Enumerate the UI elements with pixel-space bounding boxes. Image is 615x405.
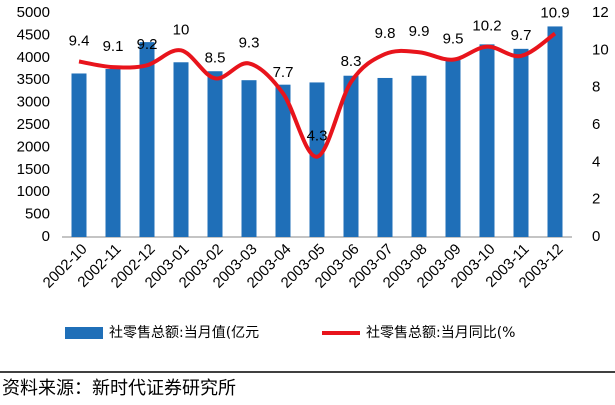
y-tick-label: 1000 <box>17 183 50 200</box>
y-tick-label: 0 <box>42 228 50 245</box>
data-label: 10 <box>173 21 190 38</box>
bar <box>377 77 393 238</box>
bar <box>105 69 121 237</box>
data-label: 10.9 <box>540 5 569 22</box>
data-label: 9.4 <box>69 33 90 50</box>
data-label: 9.9 <box>409 23 430 40</box>
data-label: 10.2 <box>472 18 501 35</box>
source: 资料来源：新时代证券研究所 <box>2 378 236 399</box>
data-label: 9.7 <box>511 27 532 44</box>
bar <box>343 75 359 237</box>
data-label: 9.5 <box>443 31 464 48</box>
y-tick-label: 2500 <box>17 116 50 133</box>
data-label: 7.7 <box>273 64 294 81</box>
data-label: 8.3 <box>341 53 362 70</box>
y-tick-label: 3000 <box>17 94 50 111</box>
y-tick-label: 5000 <box>17 4 50 21</box>
data-label: 9.8 <box>375 25 396 42</box>
data-label: 9.1 <box>103 38 124 55</box>
legend-label: 社零售总额:当月同比(% <box>366 325 515 341</box>
y2-tick-label: 4 <box>592 153 600 170</box>
bar <box>547 26 563 237</box>
bar <box>309 82 325 237</box>
bar <box>173 62 189 237</box>
y2-tick-label: 12 <box>592 4 609 21</box>
bar <box>71 73 87 237</box>
line <box>78 31 557 159</box>
y-tick-label: 4500 <box>17 26 50 43</box>
bar <box>411 75 427 237</box>
bar <box>513 48 529 238</box>
y2-tick-label: 10 <box>592 41 609 58</box>
data-label: 4.3 <box>307 128 328 145</box>
y-tick-label: 1500 <box>17 161 50 178</box>
y2-tick-label: 6 <box>592 116 600 133</box>
data-label: 8.5 <box>205 49 226 66</box>
data-label: 9.2 <box>137 36 158 53</box>
y2-tick-label: 2 <box>592 191 600 208</box>
data-label: 9.3 <box>239 34 260 51</box>
y2-tick-label: 8 <box>592 79 600 96</box>
y-tick-label: 2000 <box>17 138 50 155</box>
legend-label: 社零售总额:当月值(亿元 <box>109 325 259 341</box>
y-tick-label: 4000 <box>17 49 50 66</box>
legend-swatch <box>65 327 103 339</box>
y2-tick-label: 0 <box>592 228 600 245</box>
bar <box>241 80 257 237</box>
bar <box>139 42 155 238</box>
bar <box>275 84 291 238</box>
y-tick-label: 3500 <box>17 71 50 88</box>
bar <box>445 60 461 237</box>
bar <box>207 71 223 238</box>
bar <box>479 44 495 237</box>
y-tick-label: 500 <box>25 206 50 223</box>
